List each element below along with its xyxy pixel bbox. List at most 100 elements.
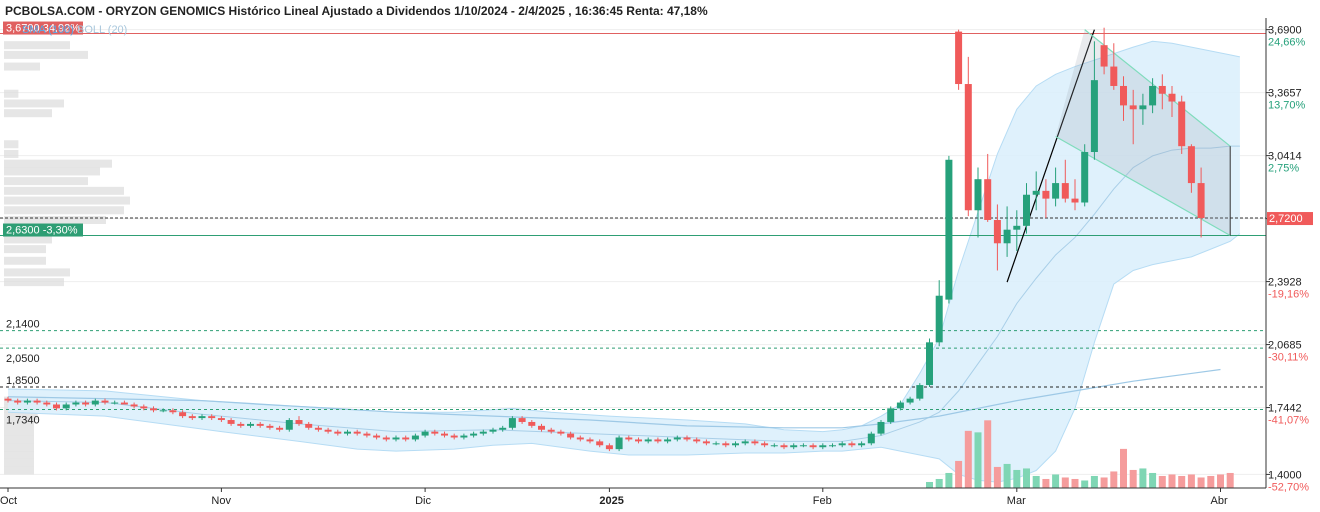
volume-profile-bar: [4, 50, 88, 59]
candle-body: [256, 423, 264, 426]
candle-body: [576, 437, 584, 440]
volume-profile-bar: [4, 149, 19, 158]
volume-bar: [1110, 471, 1118, 488]
last-price-badge: [1267, 212, 1313, 226]
candle-body: [91, 400, 99, 405]
candle-body: [799, 445, 807, 447]
candle-body: [285, 420, 293, 430]
candle-body: [1149, 85, 1157, 106]
price-tick-label: 2,3928: [1268, 277, 1302, 289]
volume-profile-bar: [4, 109, 52, 118]
price-tick-label: 2,0685: [1268, 340, 1302, 352]
candle-body: [373, 435, 381, 438]
volume-bar: [1187, 474, 1195, 488]
candle-body: [741, 441, 749, 444]
candle-body: [673, 437, 681, 440]
volume-bar: [1197, 477, 1205, 488]
volume-bar: [926, 481, 933, 488]
volume-bar: [935, 478, 943, 488]
volume-bar: [1042, 478, 1050, 488]
candle-body: [848, 443, 856, 446]
candle-body: [644, 439, 652, 442]
candlesticks: [4, 27, 1205, 452]
candle-body: [1197, 183, 1205, 219]
candle-body: [790, 445, 798, 448]
candle-body: [1129, 105, 1137, 110]
time-tick-label: Nov: [211, 495, 231, 507]
candle-body: [227, 420, 235, 424]
candle-body: [1003, 229, 1011, 244]
candle-body: [926, 342, 933, 386]
candle-body: [392, 437, 400, 440]
volume-profile-bar: [4, 41, 70, 50]
candle-body: [1178, 101, 1186, 147]
candle-body: [732, 443, 739, 446]
last-price-label: 2,7200: [1269, 213, 1303, 225]
candle-body: [867, 433, 875, 444]
candle-body: [635, 439, 642, 442]
candle-body: [1090, 80, 1098, 153]
candle-body: [547, 429, 555, 432]
candle-body: [693, 439, 701, 442]
bollinger-middle-line: [7, 145, 1240, 442]
candle-body: [130, 404, 138, 407]
candle-body: [72, 402, 80, 405]
price-tick-pct: -41,07%: [1268, 415, 1309, 427]
candle-body: [964, 84, 972, 211]
volume-bar: [1071, 478, 1079, 488]
price-tick-pct: -30,11%: [1268, 352, 1308, 364]
candle-body: [896, 402, 904, 409]
volume-bar: [1100, 477, 1108, 488]
channel-fill: [1055, 29, 1231, 236]
volume-profile-bar: [4, 435, 34, 444]
candle-body: [683, 437, 691, 440]
volume-bar: [984, 420, 992, 488]
candle-body: [382, 437, 390, 440]
candle-body: [305, 423, 313, 428]
candle-body: [984, 179, 992, 220]
candle-body: [538, 425, 545, 430]
volume-bar: [1032, 475, 1040, 488]
volume-profile-bar: [4, 167, 100, 176]
volume-profile-bar: [4, 427, 34, 436]
volume-profile-bar: [4, 450, 34, 459]
volume-bar: [1023, 468, 1030, 488]
boll-indicator-label: BOLL (20): [77, 24, 127, 36]
candle-body: [334, 431, 342, 434]
candle-body: [1139, 105, 1147, 110]
candle-body: [615, 437, 623, 450]
level-label: 2,1400: [6, 319, 40, 331]
candle-body: [625, 437, 633, 440]
candle-body: [140, 406, 148, 409]
candle-body: [450, 435, 458, 438]
price-axis: 3,690024,66%3,365713,70%3,04142,75%2,717…: [1266, 25, 1313, 493]
candle-body: [722, 443, 730, 446]
volume-bars: [926, 420, 1234, 488]
candle-body: [217, 418, 225, 421]
candle-body: [819, 445, 827, 448]
candle-body: [1081, 152, 1089, 203]
price-tick-pct: 13,70%: [1268, 100, 1306, 112]
volume-profile-bar: [4, 412, 38, 421]
resistance-badge: [3, 21, 83, 35]
time-tick-label: Mar: [1007, 495, 1026, 507]
candle-body: [751, 441, 759, 444]
candle-body: [14, 400, 22, 403]
candle-body: [460, 435, 468, 438]
volume-profile-bar: [4, 419, 34, 428]
candle-body: [1013, 225, 1021, 230]
candle-body: [858, 443, 866, 446]
price-tick-label: 3,6900: [1268, 25, 1302, 37]
volume-bar: [1090, 475, 1098, 488]
candle-body: [208, 416, 216, 419]
candle-body: [596, 441, 604, 446]
volume-bar: [955, 460, 963, 488]
candle-body: [654, 439, 662, 442]
volume-bar: [1003, 463, 1011, 488]
candle-body: [557, 431, 565, 434]
volume-profile-bar: [4, 186, 124, 195]
volume-bar: [974, 432, 982, 488]
volume-bar: [1081, 480, 1089, 488]
time-axis: Oct Nov Dic 2025 Feb Mar Abr: [0, 488, 1228, 507]
volume-bar: [1207, 475, 1215, 488]
